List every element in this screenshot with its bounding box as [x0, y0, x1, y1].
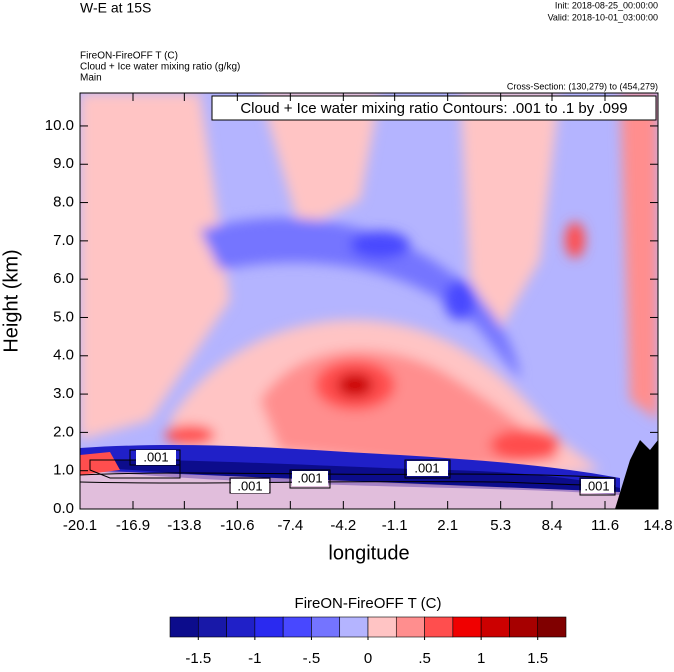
- contour-label-bg: [581, 479, 614, 493]
- colorbar-box: [509, 616, 539, 638]
- contour-label: .001: [143, 449, 168, 464]
- x-tick-label: 11.6: [591, 517, 619, 534]
- colorbar-box: [480, 616, 510, 638]
- cross-section: Cross-Section: (130,279) to (454,279): [507, 81, 658, 91]
- x-tick-label: 5.3: [490, 517, 511, 534]
- colorbar-box: [424, 616, 454, 638]
- colorbar-tick-label: -1.5: [185, 650, 211, 667]
- contour-label: .001: [414, 460, 439, 475]
- y-tick-label: 3.0: [53, 385, 74, 402]
- colorbar-tick-label: 1: [477, 650, 485, 667]
- field-line: Cloud + Ice water mixing ratio (g/kg): [80, 62, 240, 73]
- contour-label-bg: [136, 450, 176, 465]
- x-tick-label: -4.2: [330, 517, 356, 534]
- x-tick-label: 8.4: [542, 517, 563, 534]
- field: [80, 93, 658, 509]
- y-tick-label: 1.0: [53, 462, 74, 479]
- y-tick-label: 10.0: [45, 117, 74, 134]
- x-tick-label: 2.1: [437, 517, 458, 534]
- contour-label-bg: [407, 461, 448, 476]
- y-tick-label: 0.0: [53, 500, 74, 517]
- x-tick-label: -20.1: [63, 517, 97, 534]
- x-tick-label: -13.8: [167, 517, 201, 534]
- y-axis-label: Height (km): [0, 249, 22, 352]
- x-tick-label: -10.6: [220, 517, 254, 534]
- contour-info-box: [211, 95, 657, 121]
- y-tick-label: 8.0: [53, 194, 74, 211]
- colorbar-tick-label: -.5: [303, 650, 321, 667]
- y-tick-label: 9.0: [53, 155, 74, 172]
- y-tick-label: 4.0: [53, 347, 74, 364]
- x-tick-label: -16.9: [116, 517, 150, 534]
- x-tick-label: 14.8: [643, 517, 672, 534]
- y-tick-label: 2.0: [53, 423, 74, 440]
- contour-label: .001: [584, 478, 609, 493]
- x-tick-label: -7.4: [277, 517, 303, 534]
- contour-label: .001: [237, 478, 262, 493]
- colorbar-box: [226, 616, 256, 638]
- colorbar-box: [197, 616, 227, 638]
- valid-time: Valid: 2018-10-01_03:00:00: [548, 12, 658, 22]
- x-axis-label: longitude: [328, 542, 409, 564]
- contour-info: Cloud + Ice water mixing ratio Contours:…: [240, 100, 627, 117]
- y-tick-label: 6.0: [53, 270, 74, 287]
- contour-label: .001: [297, 470, 322, 485]
- plot-frame: [79, 92, 659, 510]
- contour-label-bg: [292, 471, 328, 486]
- colorbar-box: [311, 616, 341, 638]
- x-tick-label: -1.1: [382, 517, 408, 534]
- y-tick-label: 5.0: [53, 308, 74, 325]
- colorbar-box: [169, 616, 199, 638]
- colorbar-box: [452, 616, 482, 638]
- field-line: FireON-FireOFF T (C): [80, 51, 178, 62]
- colorbar-box: [282, 616, 312, 638]
- colorbar-tick-label: 0: [364, 650, 372, 667]
- colorbar-box: [367, 616, 397, 638]
- init-time: Init: 2018-08-25_00:00:00: [555, 0, 658, 10]
- colorbar-box: [537, 616, 567, 638]
- colorbar-box: [339, 616, 369, 638]
- field-line: Main: [80, 73, 102, 84]
- contour-label-bg: [231, 479, 269, 493]
- colorbar-tick-label: .5: [418, 650, 431, 667]
- colorbar-box: [395, 616, 425, 638]
- colorbar-tick-label: -1: [248, 650, 261, 667]
- colorbar-tick-label: 1.5: [527, 650, 548, 667]
- colorbar-box: [254, 616, 284, 638]
- y-tick-label: 7.0: [53, 232, 74, 249]
- title: W-E at 15S: [80, 0, 151, 16]
- colorbar-title: FireON-FireOFF T (C): [295, 595, 442, 612]
